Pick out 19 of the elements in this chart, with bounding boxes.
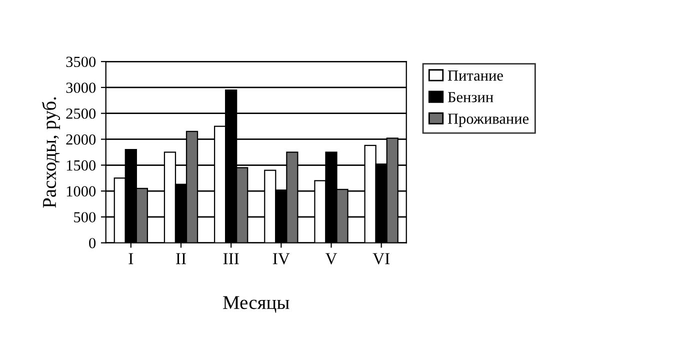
y-tick-label: 2500 xyxy=(66,108,96,119)
x-tick-label: IV xyxy=(272,253,290,264)
y-tick-label: 3000 xyxy=(66,82,96,93)
legend-label: Питание xyxy=(448,70,503,81)
y-tick-label: 1500 xyxy=(66,160,96,171)
x-tick-label: VI xyxy=(372,253,390,264)
y-tick-label: 0 xyxy=(89,238,96,248)
x-tick-label: III xyxy=(223,253,239,264)
legend-label: Проживание xyxy=(448,114,529,127)
y-tick-label: 2000 xyxy=(66,134,96,145)
y-axis-title: Расходы, руб. xyxy=(42,97,60,208)
x-tick-label: I xyxy=(128,253,134,264)
y-tick-label: 3500 xyxy=(66,56,96,68)
x-axis-title: Месяцы xyxy=(223,296,290,313)
y-tick-label: 1000 xyxy=(66,186,96,196)
x-tick-label: II xyxy=(176,253,186,264)
y-tick-label: 500 xyxy=(74,212,96,222)
legend-label: Бензин xyxy=(448,92,494,102)
x-tick-label: V xyxy=(325,253,338,264)
